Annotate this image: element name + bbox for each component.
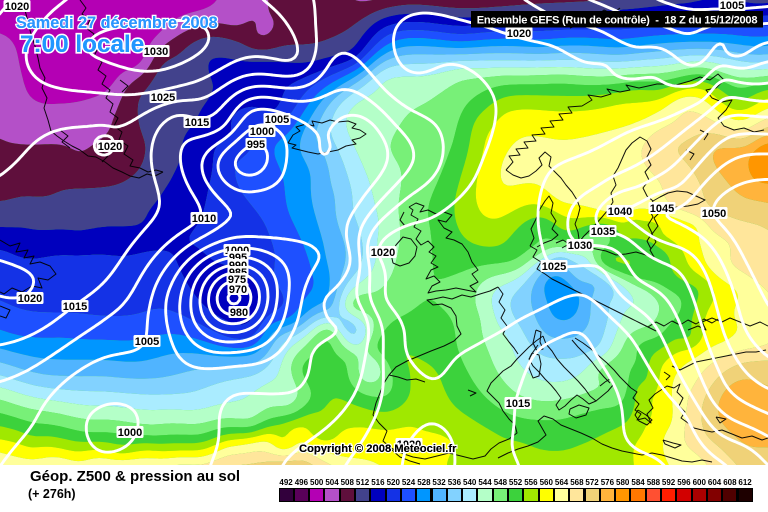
svg-text:1020: 1020 (98, 141, 122, 153)
svg-text:1005: 1005 (265, 114, 289, 126)
svg-text:970: 970 (229, 284, 247, 296)
svg-text:1050: 1050 (702, 208, 726, 220)
svg-text:1015: 1015 (506, 398, 530, 410)
svg-text:1005: 1005 (135, 336, 159, 348)
svg-text:Ensemble GEFS (Run de contrôle: Ensemble GEFS (Run de contrôle) - 18 Z d… (477, 15, 758, 27)
svg-text:Copyright © 2008 Meteociel.fr: Copyright © 2008 Meteociel.fr (299, 443, 457, 455)
svg-text:995: 995 (247, 139, 265, 151)
svg-text:1020: 1020 (18, 293, 42, 305)
svg-text:1000: 1000 (118, 427, 142, 439)
svg-text:7:00 locale: 7:00 locale (20, 31, 144, 58)
svg-text:1005: 1005 (720, 0, 744, 12)
svg-text:1030: 1030 (568, 240, 592, 252)
svg-text:1040: 1040 (608, 206, 632, 218)
svg-text:1045: 1045 (650, 203, 674, 215)
svg-text:1000: 1000 (250, 126, 274, 138)
svg-text:Samedi 27 décembre 2008: Samedi 27 décembre 2008 (16, 14, 218, 32)
svg-text:1025: 1025 (542, 261, 566, 273)
svg-text:7:00 locale: 7:00 locale (20, 31, 144, 58)
svg-text:980: 980 (230, 307, 248, 319)
svg-text:1010: 1010 (192, 213, 216, 225)
svg-text:1025: 1025 (151, 92, 175, 104)
svg-text:1015: 1015 (185, 117, 209, 129)
svg-text:1020: 1020 (371, 247, 395, 259)
svg-text:1030: 1030 (144, 46, 168, 58)
svg-text:1015: 1015 (63, 301, 87, 313)
svg-text:1035: 1035 (591, 226, 615, 238)
svg-text:1020: 1020 (507, 28, 531, 40)
svg-text:Samedi 27 décembre 2008: Samedi 27 décembre 2008 (16, 14, 218, 32)
svg-text:1020: 1020 (5, 1, 29, 13)
svg-text:Copyright © 2008 Meteociel.fr: Copyright © 2008 Meteociel.fr (299, 443, 457, 455)
svg-text:1020: 1020 (397, 439, 421, 451)
